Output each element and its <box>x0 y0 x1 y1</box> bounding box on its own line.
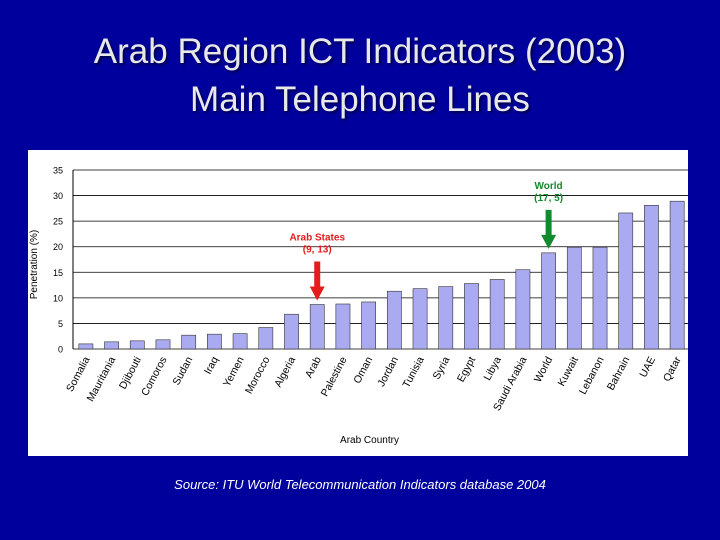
bar <box>618 212 634 350</box>
bar <box>104 341 119 350</box>
bar <box>412 288 428 350</box>
x-tick-label: Libya <box>481 355 503 383</box>
x-tick-label: Iraq <box>202 355 221 377</box>
x-tick-label: Somalia <box>64 355 92 394</box>
x-tick-label: Sudan <box>170 355 195 388</box>
slide-title: Arab Region ICT Indicators (2003) <box>93 32 627 71</box>
bar <box>438 286 454 350</box>
bar <box>464 283 479 350</box>
bar <box>566 246 582 350</box>
annotation-value: (17, 5) <box>534 193 563 204</box>
bar <box>644 204 659 350</box>
bar <box>335 303 351 350</box>
annotation-value: (9, 13) <box>303 245 332 256</box>
bar <box>515 269 531 350</box>
y-tick-label: 30 <box>53 191 63 201</box>
bar <box>155 339 171 350</box>
x-tick-label: Qatar <box>661 354 684 383</box>
bar <box>181 334 197 350</box>
y-tick-label: 35 <box>53 166 63 176</box>
x-tick-label: Algeria <box>272 355 298 390</box>
source-note: Source: ITU World Telecommunication Indi… <box>174 477 546 492</box>
x-tick-label: World <box>532 355 555 385</box>
bar-chart: 05101520253035SomaliaMauritaniaDjiboutiC… <box>29 166 688 446</box>
y-tick-label: 10 <box>53 293 63 303</box>
x-tick-label: Yemen <box>221 355 247 389</box>
x-tick-label: Kuwait <box>556 355 581 389</box>
bar <box>284 313 299 350</box>
x-tick-label: UAE <box>637 355 658 380</box>
x-tick-label: Comoros <box>139 355 170 398</box>
x-tick-label: Bahrain <box>605 355 633 393</box>
bar <box>669 200 685 350</box>
x-tick-label: Egypt <box>455 355 478 384</box>
bar <box>541 252 556 350</box>
annotation-label: Arab States <box>289 233 345 244</box>
x-tick-label: Djibouti <box>117 355 144 392</box>
y-tick-label: 25 <box>53 217 63 227</box>
bar <box>361 301 377 350</box>
x-tick-label: Tunisia <box>400 355 426 390</box>
y-tick-label: 5 <box>58 319 63 329</box>
bar <box>489 279 505 350</box>
bar <box>592 246 608 350</box>
bar <box>386 290 402 350</box>
bar <box>232 333 248 350</box>
bar <box>258 327 274 350</box>
bar <box>207 333 222 350</box>
annotation-arrow <box>541 209 557 249</box>
y-tick-label: 0 <box>58 345 63 355</box>
bar <box>78 343 94 350</box>
x-tick-label: Morocco <box>243 355 273 396</box>
y-tick-label: 20 <box>53 242 63 252</box>
x-tick-label: Lebanon <box>577 355 607 397</box>
bar <box>129 340 145 350</box>
x-tick-label: Syria <box>431 355 453 382</box>
x-axis-title: Arab Country <box>340 435 399 446</box>
x-tick-label: Jordan <box>375 355 401 389</box>
x-tick-label: Arab <box>303 355 324 380</box>
chart-panel: 0 5 10 15 20 25 30 35 Somalia Mauritania Djibouti C… <box>28 150 688 456</box>
annotation-arrow <box>309 261 325 301</box>
bar <box>309 304 325 350</box>
annotation-label: World <box>535 181 563 192</box>
x-tick-label: Oman <box>351 355 375 386</box>
y-axis-title: Penetration (%) <box>29 230 40 299</box>
y-tick-label: 15 <box>53 268 63 278</box>
slide-subtitle: Main Telephone Lines <box>190 80 530 119</box>
